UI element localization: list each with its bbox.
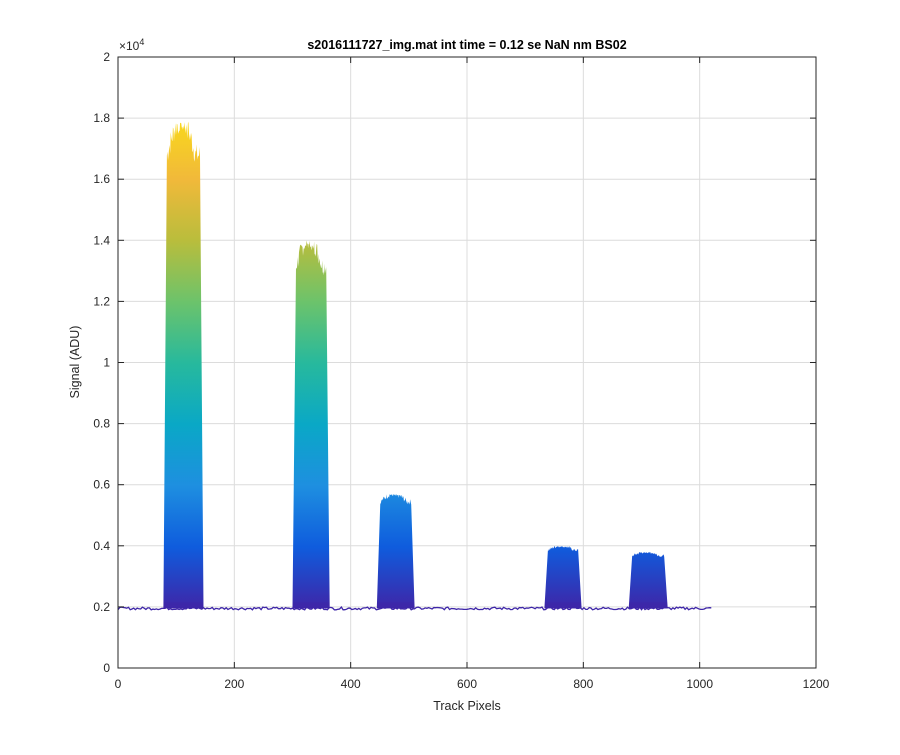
y-tick-label: 1.2 xyxy=(93,294,110,308)
signal-peak-4 xyxy=(544,545,582,609)
chart-title: s2016111727_img.mat int time = 0.12 se N… xyxy=(307,38,626,52)
x-tick-label: 600 xyxy=(457,677,477,691)
y-tick-label: 1.8 xyxy=(93,111,110,125)
peak-base-band xyxy=(293,602,330,609)
y-tick-label: 0 xyxy=(103,661,110,675)
peak-base-band xyxy=(544,602,582,609)
grid xyxy=(118,57,816,668)
peak-base-band xyxy=(629,602,668,609)
y-tick-label: 1.4 xyxy=(93,233,110,247)
x-tick-label: 1000 xyxy=(686,677,713,691)
peak-base-band xyxy=(163,602,203,609)
peak-base-band xyxy=(377,602,415,609)
y-tick-label: 0.6 xyxy=(93,478,110,492)
baseline-trace xyxy=(118,605,712,611)
y-tick-label: 0.8 xyxy=(93,417,110,431)
x-tick-label: 1200 xyxy=(803,677,830,691)
y-axis-label: Signal (ADU) xyxy=(68,326,82,399)
signal-peak-1 xyxy=(163,121,204,609)
signal-peak-5 xyxy=(628,551,668,609)
y-tick-label: 0.4 xyxy=(93,539,110,553)
x-tick-label: 0 xyxy=(115,677,122,691)
x-tick-label: 200 xyxy=(224,677,244,691)
ticks xyxy=(117,56,817,669)
y-tick-label: 0.2 xyxy=(93,600,110,614)
data-layer xyxy=(118,121,712,611)
y-tick-label: 2 xyxy=(103,50,110,64)
x-tick-label: 400 xyxy=(341,677,361,691)
x-tick-label: 800 xyxy=(573,677,593,691)
y-tick-label: 1 xyxy=(103,356,110,370)
x-tick-labels: 0 200 400 600 800 1000 1200 xyxy=(115,677,830,691)
y-tick-label: 1.6 xyxy=(93,172,110,186)
y-tick-labels: 0 0.2 0.4 0.6 0.8 1 1.2 1.4 1.6 1.8 2 xyxy=(93,50,110,675)
y-exponent-label: ×104 xyxy=(119,37,144,53)
x-axis-label: Track Pixels xyxy=(433,699,501,713)
signal-peak-3 xyxy=(376,493,415,609)
signal-peak-2 xyxy=(292,240,330,609)
